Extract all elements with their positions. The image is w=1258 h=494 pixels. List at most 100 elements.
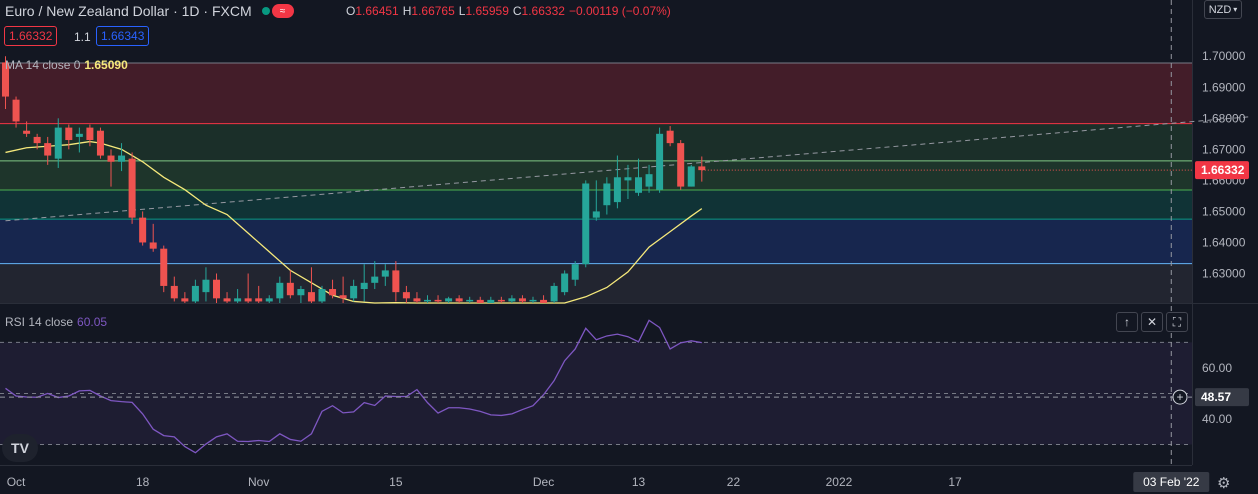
candle-body [582,183,590,265]
price-tick-label: 1.64000 [1202,235,1246,249]
restore-icon[interactable]: ⛶ [1166,312,1188,332]
candle-body [139,217,147,243]
ma-legend[interactable]: MA 14 close 0 1.65090 [5,58,128,72]
time-tick-label: Dec [533,475,554,489]
candle-body [666,130,674,144]
candle-body [33,136,41,144]
candle-body [181,298,189,302]
rsi-panel [0,319,1192,454]
crosshair-time-label: 03 Feb '22 [1143,475,1200,489]
fib-zone [0,263,1192,303]
close-label: C [512,4,522,18]
candle-body [339,295,347,299]
candle-body [191,285,199,302]
candle-body [413,298,421,302]
candle-body [213,279,220,299]
candle-body [592,211,600,218]
candle-body [202,279,210,293]
rsi-tick-label: 60.00 [1202,361,1232,375]
buy-button[interactable]: 1.66343 [96,26,150,46]
candle-body [540,299,548,303]
ohlc-values: O1.66451 H1.66765 L1.65959 C1.66332 −0.0… [346,4,671,18]
candle-body [392,270,400,293]
market-status-icon[interactable]: ≈ [271,4,294,18]
candle-body [487,299,495,303]
symbol-title[interactable]: Euro / New Zealand Dollar · 1D · FXCM [5,3,252,19]
price-tick-label: 1.69000 [1202,80,1246,94]
candle-body [223,298,231,302]
high-label: H [402,4,412,18]
candle-body [75,133,83,137]
fib-zone [0,63,1192,124]
candle-body [128,158,136,218]
time-tick-label: Oct [7,475,26,489]
candle-body [350,285,358,299]
gear-icon[interactable]: ⚙ [1217,475,1231,492]
ma-legend-label: MA 14 close 0 [5,58,81,72]
candle-body [381,270,389,277]
candle-body [23,130,31,134]
candle-body [645,174,653,187]
candle-body [445,298,453,302]
tradingview-logo[interactable]: TV [2,434,38,462]
candle-body [476,299,484,303]
candle-body [635,177,642,193]
candle-body [86,127,94,141]
rsi-line [5,319,702,454]
candle-body [318,289,326,302]
candle-body [244,298,252,302]
candle-body [518,298,526,302]
candle-body [2,62,9,97]
chevron-down-icon: ▾ [1233,5,1238,14]
ma-legend-value: 1.65090 [84,58,128,72]
crosshair-price-label: 48.57 [1201,390,1231,404]
candle-body [276,282,284,299]
chart-header: Euro / New Zealand Dollar · 1D · FXCM ≈ [5,2,294,20]
low-label: L [458,4,466,18]
rsi-legend-label: RSI 14 close [5,315,74,329]
candle-body [455,298,463,302]
price-tick-label: 1.67000 [1202,142,1246,156]
sell-button[interactable]: 1.66332 [4,26,58,46]
time-tick-label: 17 [948,475,962,489]
time-tick-label: Nov [248,475,269,489]
candle-body [656,133,664,190]
axes: 1.700001.690001.680001.670001.660001.650… [7,49,1249,489]
candle-body [44,143,52,156]
currency-selector[interactable]: NZD ▾ [1204,0,1242,19]
candle-body [508,298,516,302]
rsi-tick-label: 40.00 [1202,412,1232,426]
price-tick-label: 1.65000 [1202,204,1246,218]
high-value: 1.66765 [411,4,455,18]
candle-body [529,299,537,302]
spread-value: 1.1 [74,30,91,44]
crosshair-price-tag [1195,388,1249,407]
candle-body [687,166,695,187]
grid [0,0,1258,466]
candle-body [54,127,62,159]
candle-body [402,292,410,299]
change-value: −0.00119 (−0.07%) [568,4,671,18]
candle-body [603,183,611,206]
arrow-up-icon[interactable]: ↑ [1116,312,1138,332]
candle-body [571,264,579,280]
fib-zone [0,123,1192,161]
candle-body [255,298,263,302]
candle-body [497,299,505,302]
close-value: 1.66332 [521,4,565,18]
rsi-legend[interactable]: RSI 14 close 60.05 [5,315,107,329]
plus-circle-icon-glyph: + [1176,390,1183,404]
crosshair-time-tag [1133,472,1210,492]
candle-body [371,276,379,283]
candle-body [698,166,706,171]
price-tick-label: 1.68000 [1202,111,1246,125]
candle-body [613,177,621,203]
time-tick-label: 18 [136,475,150,489]
time-tick-label: 22 [727,475,741,489]
last-price-label: 1.66332 [1201,163,1245,177]
candle-body [265,298,273,302]
close-icon[interactable]: ✕ [1141,312,1163,332]
plus-circle-icon [1172,389,1188,405]
candle-body [170,285,178,299]
